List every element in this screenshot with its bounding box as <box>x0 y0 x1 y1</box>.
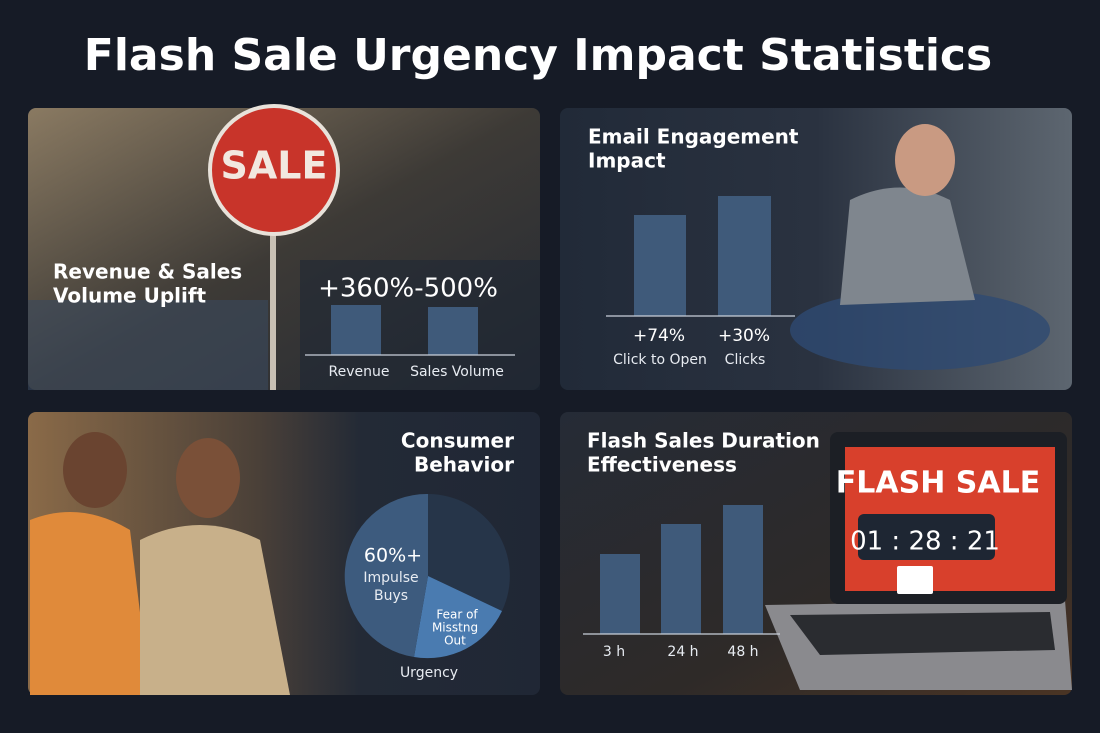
bar-label: Revenue <box>329 364 390 380</box>
panel-email: Email Engagement Impact +74% +30% Click … <box>560 108 1072 390</box>
bar-label: 24 h <box>667 644 698 660</box>
bar <box>723 505 763 634</box>
bar-label: Clicks <box>725 352 766 368</box>
panel-heading: Revenue & Sales <box>53 260 242 284</box>
sign-pole <box>270 220 276 390</box>
slice-label: Misstng <box>432 621 478 635</box>
person-head <box>176 438 240 518</box>
panel-heading: Email Engagement <box>588 125 799 149</box>
bar <box>661 524 701 634</box>
panel-revenue: SALE Revenue & Sales Volume Uplift +360%… <box>28 104 540 390</box>
bar-label: Click to Open <box>613 352 707 368</box>
bar-label: 48 h <box>727 644 758 660</box>
pie-caption: Urgency <box>400 665 458 681</box>
panel-heading: Consumer <box>401 429 514 453</box>
bar <box>718 196 771 316</box>
timer: 01 : 28 : 21 <box>850 527 1000 557</box>
panel-heading: Flash Sales Duration <box>587 429 820 453</box>
person-body <box>840 187 975 305</box>
jeans-stack <box>28 300 268 390</box>
slice-label: Out <box>444 634 466 648</box>
panel-behavior: Consumer Behavior 60%+ Impulse Buys Fear… <box>28 412 540 695</box>
bar <box>428 307 478 355</box>
stat-label: +30% <box>718 326 770 346</box>
keyboard <box>790 612 1055 655</box>
panel-heading: Behavior <box>414 453 514 477</box>
panel-heading: Impact <box>588 149 666 173</box>
panel-heading: Effectiveness <box>587 453 737 477</box>
sale-sign <box>208 104 340 236</box>
slice-label: Buys <box>374 588 408 604</box>
cart-icon <box>897 566 933 594</box>
pie-slice <box>414 576 502 659</box>
panel-duration: FLASH SALE 01 : 28 : 21 Flash Sales Dura… <box>560 412 1072 695</box>
headline-stat: +360%-500% <box>318 274 498 304</box>
sign-text: SALE <box>221 144 328 188</box>
bar <box>331 305 381 355</box>
timer-box <box>858 514 995 560</box>
page-title: Flash Sale Urgency Impact Statistics <box>84 30 992 81</box>
slice-label: Fear of <box>436 608 478 622</box>
person-head <box>895 124 955 196</box>
pie-slice <box>428 494 510 611</box>
bar <box>600 554 640 634</box>
panel-heading: Volume Uplift <box>53 284 207 308</box>
person-legs <box>790 290 1050 370</box>
bar-label: 3 h <box>603 644 625 660</box>
person-right <box>140 525 290 695</box>
slice-label: Impulse <box>363 570 418 586</box>
bar <box>634 215 686 316</box>
bar-label: Sales Volume <box>410 364 504 380</box>
screen-title: FLASH SALE <box>836 466 1040 501</box>
person-head <box>63 432 127 508</box>
pie-slice <box>344 493 428 657</box>
stat-label: +74% <box>633 326 685 346</box>
person-left <box>30 512 150 695</box>
slice-stat: 60%+ <box>364 545 422 567</box>
